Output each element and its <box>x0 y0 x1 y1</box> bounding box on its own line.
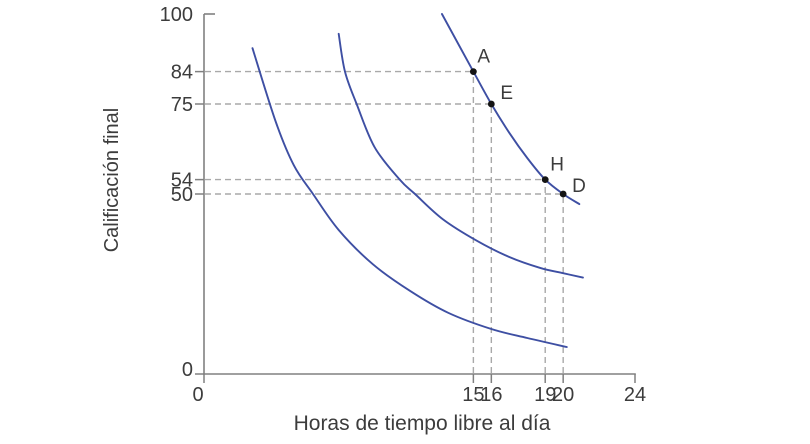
y-tick-label-50: 50 <box>171 184 193 206</box>
indifference-curve-1 <box>251 47 568 348</box>
x-tick-label-24: 24 <box>624 384 646 406</box>
x-tick-label-20: 20 <box>552 384 574 406</box>
y-axis-title: Calificación final <box>101 107 123 253</box>
point-dot-D <box>559 190 567 198</box>
x-tick-label-0: 0 <box>192 384 203 406</box>
point-label-D: D <box>572 176 586 197</box>
x-tick-label-19: 19 <box>534 384 556 406</box>
point-label-H: H <box>550 155 564 176</box>
point-label-A: A <box>477 47 490 68</box>
indifference-curve-2 <box>337 32 584 279</box>
y-tick-label-54: 54 <box>171 170 193 192</box>
x-axis-title: Horas de tiempo libre al día <box>293 412 551 435</box>
point-dot-H <box>541 176 549 184</box>
x-tick-label-16: 16 <box>480 384 502 406</box>
point-label-E: E <box>500 83 513 104</box>
y-tick-label-84: 84 <box>171 62 193 84</box>
y-tick-label-75: 75 <box>171 94 193 116</box>
point-dot-E <box>487 100 495 108</box>
point-dot-A <box>469 68 477 75</box>
y-tick-label-0: 0 <box>182 359 193 381</box>
x-tick-label-15: 15 <box>462 384 484 406</box>
y-tick-label-100: 100 <box>160 4 193 26</box>
